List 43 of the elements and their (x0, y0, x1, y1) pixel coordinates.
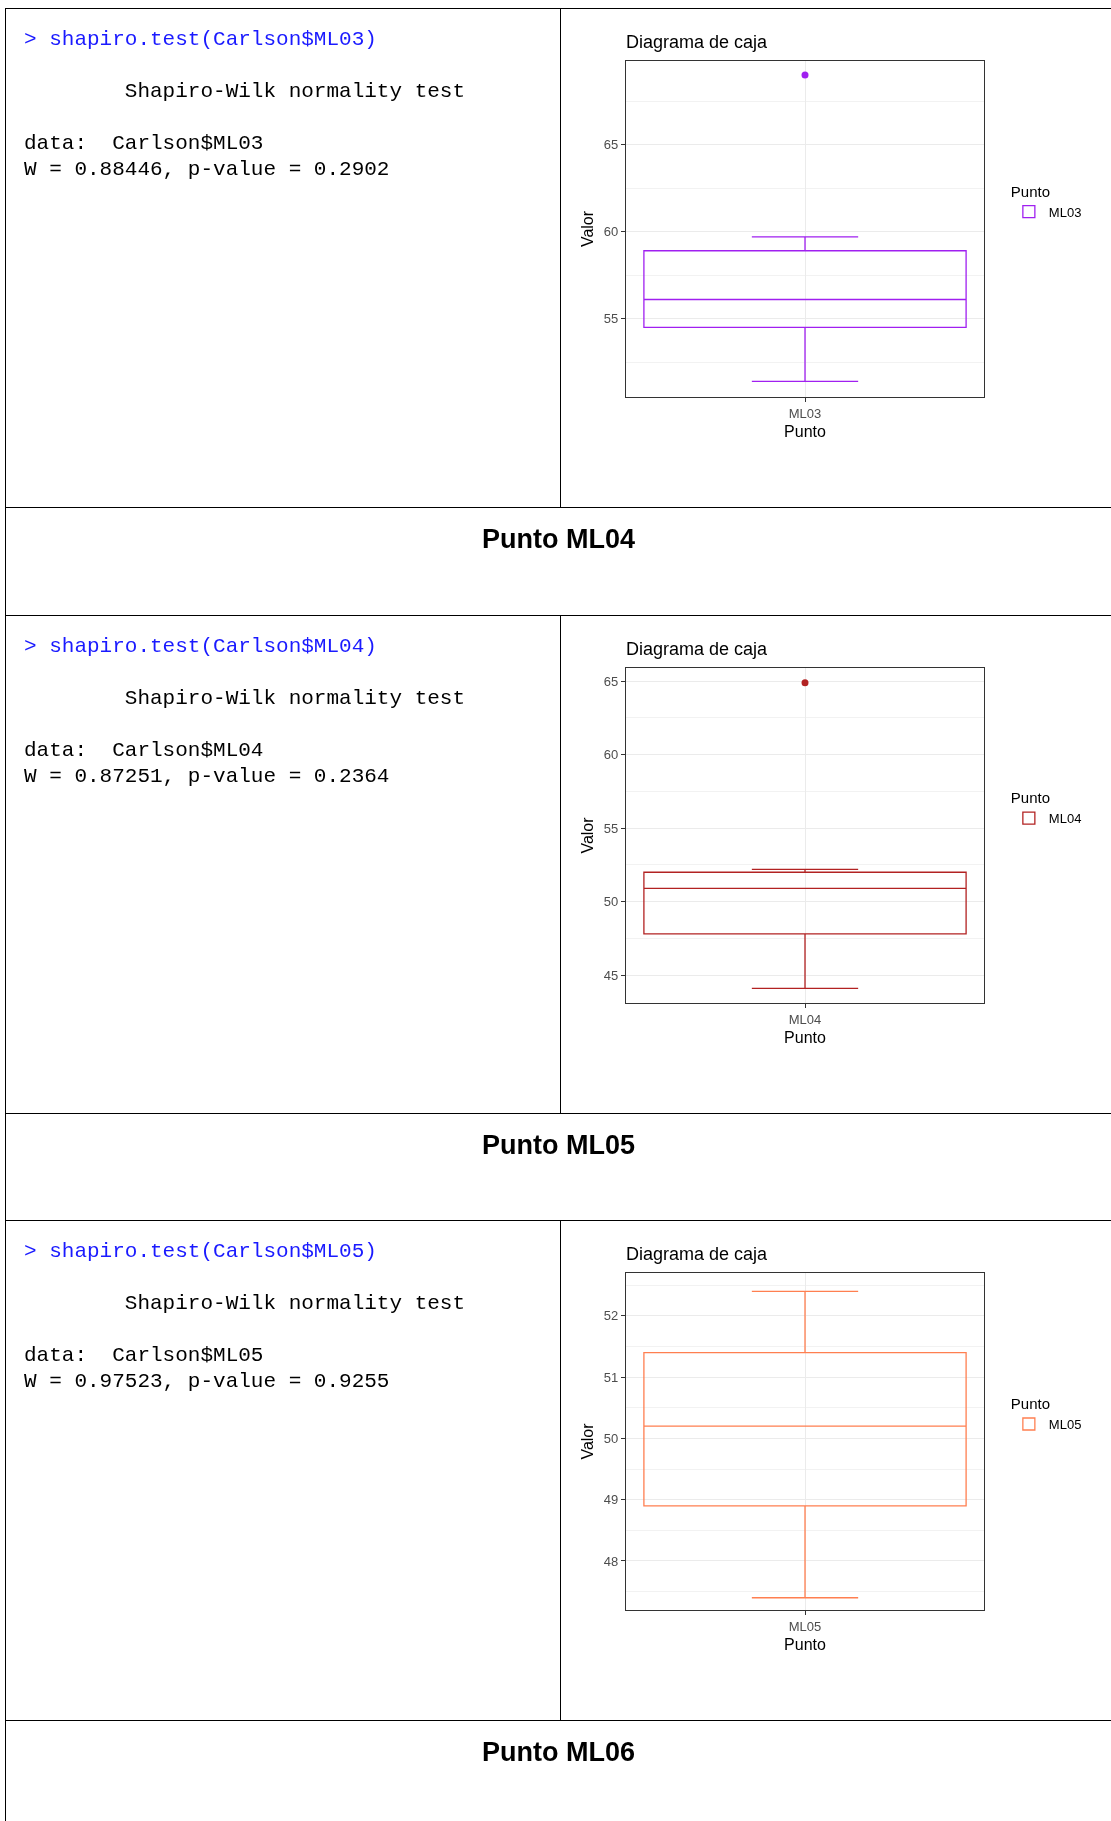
y-axis-title: Valor (578, 210, 596, 248)
y-tick-label: 51 (603, 1369, 619, 1385)
text: Shapiro-Wilk normality test (124, 1292, 466, 1315)
legend-label: ML03 (1048, 204, 1082, 220)
chart-title: Diagrama de caja (626, 639, 769, 660)
text: > shapiro.test(Carlson$ML03) (24, 28, 377, 51)
legend-title: Punto (1010, 1395, 1051, 1413)
text: W = 0.87251, p-value = 0.2364 (24, 765, 390, 788)
x-axis-title: Punto (784, 423, 827, 441)
text: > shapiro.test(Carlson$ML04) (24, 635, 377, 658)
y-tick-label: 65 (603, 673, 619, 689)
y-tick-label: 50 (603, 894, 619, 910)
y-tick-label: 60 (603, 747, 619, 763)
legend-title: Punto (1010, 182, 1051, 200)
legend-title: Punto (1010, 789, 1051, 807)
text: > shapiro.test(Carlson$ML05) (24, 1240, 377, 1263)
text: W = 0.97523, p-value = 0.9255 (24, 1370, 390, 1393)
text: Punto ML06 (481, 1736, 636, 1768)
text: data: Carlson$ML04 (24, 739, 264, 762)
y-axis-title: Valor (578, 1422, 596, 1460)
text: Punto ML05 (481, 1129, 636, 1161)
y-tick-label: 45 (603, 967, 619, 983)
y-tick-label: 60 (603, 224, 619, 240)
y-tick-label: 55 (603, 820, 619, 836)
y-tick-label: 48 (603, 1553, 619, 1569)
legend-label: ML04 (1048, 811, 1082, 827)
y-axis-title: Valor (578, 816, 596, 854)
legend-label: ML05 (1048, 1417, 1082, 1433)
chart-title: Diagrama de caja (626, 1244, 769, 1265)
y-tick-label: 52 (603, 1308, 619, 1324)
text: Shapiro-Wilk normality test (124, 80, 466, 103)
y-tick-label: 65 (603, 137, 619, 153)
y-tick-label: 49 (603, 1492, 619, 1508)
x-axis-title: Punto (784, 1029, 827, 1047)
text: W = 0.88446, p-value = 0.2902 (24, 158, 390, 181)
text: Punto ML04 (481, 523, 636, 555)
chart-title: Diagrama de caja (626, 32, 769, 53)
y-tick-label: 55 (603, 311, 619, 327)
y-tick-label: 50 (603, 1430, 619, 1446)
text: data: Carlson$ML03 (24, 132, 264, 155)
text: Shapiro-Wilk normality test (124, 687, 466, 710)
x-axis-title: Punto (784, 1636, 827, 1654)
text: data: Carlson$ML05 (24, 1344, 264, 1367)
